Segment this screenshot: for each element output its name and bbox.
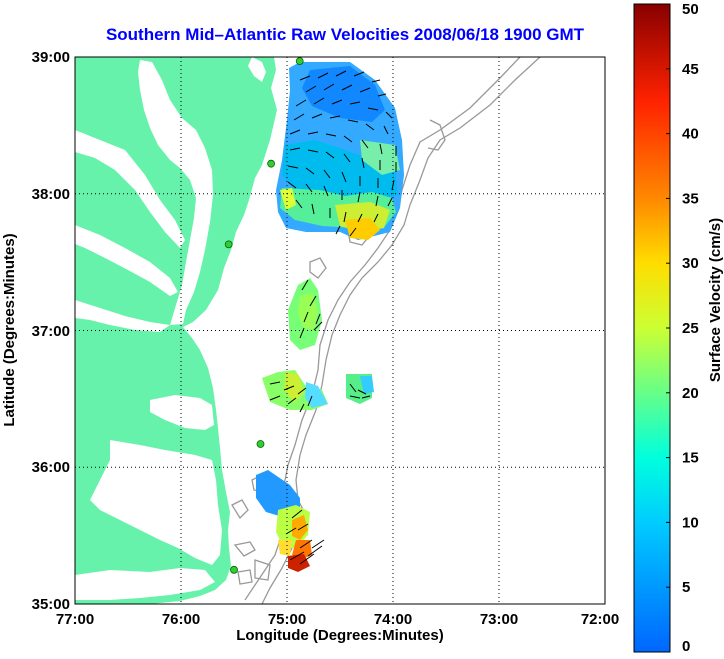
plot-area	[75, 57, 605, 604]
colorbar-tick-label: 30	[682, 255, 699, 272]
radar-stations	[224, 57, 304, 574]
x-tick-label: 75:00	[268, 611, 306, 628]
colorbar-tick-label: 0	[682, 638, 690, 655]
y-axis: 39:00 38:00 37:00 36:00 35:00 Latitude (…	[1, 49, 70, 613]
colorbar-ticks: 0 5 10 15 20 25 30 35 40 45 50	[666, 1, 699, 655]
x-axis-label: Longitude (Degrees:Minutes)	[236, 627, 444, 644]
y-tick-label: 36:00	[32, 459, 70, 476]
y-axis-label: Latitude (Degrees:Minutes)	[1, 233, 18, 426]
chart-title: Southern Mid–Atlantic Raw Velocities 200…	[106, 25, 585, 44]
colorbar-tick-label: 25	[682, 320, 699, 337]
y-tick-label: 37:00	[32, 323, 70, 340]
colorbar-tick-label: 45	[682, 61, 699, 78]
colorbar-tick-label: 10	[682, 514, 699, 531]
colorbar-tick-label: 20	[682, 385, 699, 402]
x-tick-label: 72:00	[581, 611, 619, 628]
colorbar-label: Surface Velocity (cm/s)	[707, 218, 724, 382]
x-tick-label: 74:00	[374, 611, 412, 628]
x-tick-label: 73:00	[480, 611, 518, 628]
radar-station-marker	[224, 240, 233, 249]
y-tick-label: 38:00	[32, 186, 70, 203]
grid	[75, 57, 605, 604]
colorbar-gradient	[633, 3, 671, 653]
velocity-arrows	[269, 70, 397, 565]
x-axis: 77:00 76:00 75:00 74:00 73:00 72:00 Long…	[56, 611, 619, 644]
chesapeake-bay	[138, 60, 213, 325]
plot-frame	[74, 56, 606, 605]
colorbar-tick-label: 35	[682, 190, 699, 207]
velocity-field	[256, 62, 404, 572]
x-tick-label: 76:00	[162, 611, 200, 628]
y-tick-label: 39:00	[32, 49, 70, 66]
colorbar-tick-label: 40	[682, 126, 699, 143]
colorbar-tick-label: 5	[682, 579, 690, 596]
colorbar-tick-label: 50	[682, 1, 699, 18]
colorbar-tick-label: 15	[682, 450, 699, 467]
x-tick-label: 77:00	[56, 611, 94, 628]
radar-station-marker	[230, 565, 238, 574]
radar-station-marker	[256, 440, 265, 448]
radar-station-marker	[295, 57, 304, 66]
y-tick-label: 35:00	[32, 596, 70, 613]
radar-station-marker	[267, 159, 276, 168]
colorbar: 0 5 10 15 20 25 30 35 40 45 50 Surface Velocity (c…	[633, 1, 724, 655]
